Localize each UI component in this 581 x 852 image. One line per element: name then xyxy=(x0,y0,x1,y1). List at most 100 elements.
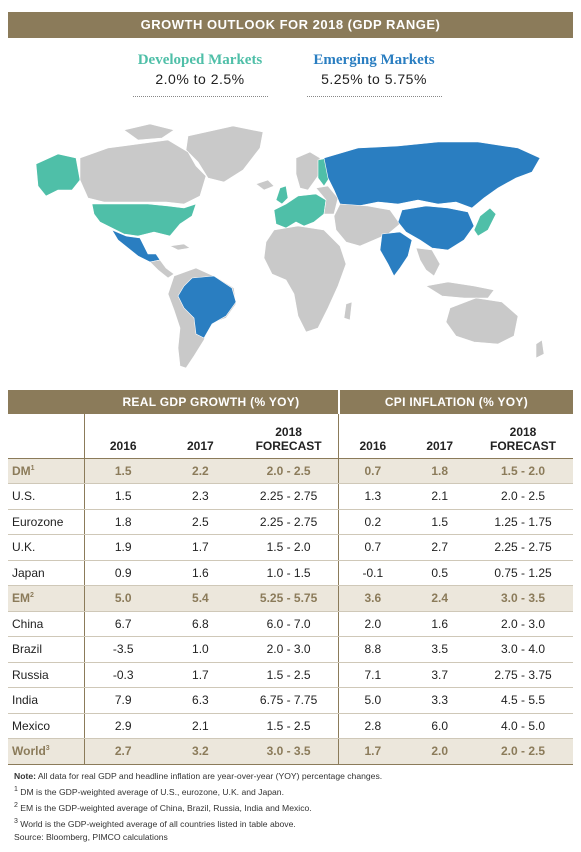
table-cell: 1.5 xyxy=(83,458,162,484)
table-cell: 2.0 - 2.5 xyxy=(238,458,339,484)
col-header: 2018 FORECAST xyxy=(238,414,339,459)
map-uk xyxy=(275,185,289,205)
row-label-text: Japan xyxy=(12,565,45,580)
col-header: 2017 xyxy=(406,414,473,459)
map-australia xyxy=(445,297,519,345)
table-cell: 2.0 - 3.0 xyxy=(238,636,339,663)
footnote-2: 2 EM is the GDP-weighted average of Chin… xyxy=(14,799,574,815)
map-central-america xyxy=(149,259,175,279)
emerging-markets-name: Emerging Markets xyxy=(313,52,435,68)
table-cell: 2.25 - 2.75 xyxy=(238,483,339,510)
table-cell: 3.0 - 3.5 xyxy=(473,585,573,612)
map-russia xyxy=(323,141,541,209)
map-india xyxy=(379,231,413,277)
table-cell: 2.1 xyxy=(406,483,473,510)
row-label-text: Eurozone xyxy=(12,514,64,529)
table-cell: 2.5 xyxy=(161,509,239,535)
table-cell: 1.5 xyxy=(83,483,162,510)
row-label-sup: 1 xyxy=(30,464,35,472)
world-map xyxy=(35,123,545,369)
data-table: REAL GDP GROWTH (% YOY) CPI INFLATION (%… xyxy=(8,390,573,765)
note-line: Note: All data for real GDP and headline… xyxy=(14,770,574,783)
emerging-markets-range: 5.25% to 5.75% xyxy=(321,71,427,87)
developed-markets-range: 2.0% to 2.5% xyxy=(155,71,245,87)
map-southeast-asia xyxy=(415,247,441,277)
table-cell: 2.0 xyxy=(338,611,407,637)
row-label: Russia xyxy=(8,662,84,688)
row-label: U.S. xyxy=(8,483,84,510)
table-row: Russia -0.3 1.7 1.5 - 2.5 7.1 3.7 2.75 - 3.75 xyxy=(8,662,573,688)
table-cell: 6.7 xyxy=(83,611,162,637)
row-label-text: Brazil xyxy=(12,642,43,657)
table-cell: 1.5 - 2.5 xyxy=(238,713,339,739)
table-row: Mexico 2.9 2.1 1.5 - 2.5 2.8 6.0 4.0 - 5.0 xyxy=(8,713,573,739)
table-cell: 3.7 xyxy=(406,662,473,688)
row-label: EM2 xyxy=(8,585,84,612)
table-cell: 6.8 xyxy=(161,611,239,637)
table-cell: 1.8 xyxy=(406,458,473,484)
table-cell: 0.2 xyxy=(338,509,407,535)
table-row: World3 2.7 3.2 3.0 - 3.5 1.7 2.0 2.0 - 2.5 xyxy=(8,738,573,765)
table-cell: 2.0 xyxy=(406,738,473,765)
table-row: Brazil -3.5 1.0 2.0 - 3.0 8.8 3.5 3.0 - 4.0 xyxy=(8,636,573,663)
map-canada xyxy=(79,139,207,205)
table-cell: 1.7 xyxy=(161,662,239,688)
table-cell: 6.75 - 7.75 xyxy=(238,687,339,714)
source-line: Source: Bloomberg, PIMCO calculations xyxy=(14,831,168,842)
table-row: DM1 1.5 2.2 2.0 - 2.5 0.7 1.8 1.5 - 2.0 xyxy=(8,458,573,484)
map-eurozone xyxy=(273,193,327,229)
footnote-1: 1 DM is the GDP-weighted average of U.S.… xyxy=(14,783,574,799)
map-iceland xyxy=(255,179,275,191)
table-cell: 1.7 xyxy=(161,534,239,561)
developed-markets-name: Developed Markets xyxy=(137,52,263,68)
map-madagascar xyxy=(343,301,353,321)
table-row: U.S. 1.5 2.3 2.25 - 2.75 1.3 2.1 2.0 - 2.5 xyxy=(8,483,573,510)
table-cell: 1.7 xyxy=(338,738,407,765)
table-cell: 2.7 xyxy=(83,738,162,765)
table-cell: 1.6 xyxy=(161,560,239,586)
row-label: Brazil xyxy=(8,636,84,663)
map-alaska xyxy=(35,153,81,197)
row-label-text: DM xyxy=(12,463,31,478)
table-cell: -0.3 xyxy=(83,662,162,688)
note-label: Note: xyxy=(14,771,36,781)
table-row: U.K. 1.9 1.7 1.5 - 2.0 0.7 2.7 2.25 - 2.75 xyxy=(8,534,573,561)
footnote-3: 3 World is the GDP-weighted average of a… xyxy=(14,815,574,831)
col-header: 2018 FORECAST xyxy=(473,414,573,459)
table-cell: 8.8 xyxy=(338,636,407,663)
footnote-3-text: World is the GDP-weighted average of all… xyxy=(20,818,296,829)
dotted-divider xyxy=(132,93,268,97)
table-cell: 4.5 - 5.5 xyxy=(473,687,573,714)
row-label: Eurozone xyxy=(8,509,84,535)
chart-title: GROWTH OUTLOOK FOR 2018 (GDP RANGE) xyxy=(8,12,573,38)
row-label-text: India xyxy=(12,693,39,708)
row-label-text: U.K. xyxy=(12,540,36,555)
table-cell: 3.3 xyxy=(406,687,473,714)
footnote-mark: 2 xyxy=(14,801,18,809)
table-cell: 7.9 xyxy=(83,687,162,714)
row-label: Mexico xyxy=(8,713,84,739)
row-label-text: China xyxy=(12,616,44,631)
table-cell: 2.7 xyxy=(406,534,473,561)
table-cell: 2.0 - 2.5 xyxy=(473,483,573,510)
table-cell: 1.5 - 2.5 xyxy=(238,662,339,688)
row-label-text: Russia xyxy=(12,667,49,682)
table-cell: 2.3 xyxy=(161,483,239,510)
table-cell: 0.9 xyxy=(83,560,162,586)
table-cell: 6.0 xyxy=(406,713,473,739)
table-cell: 2.9 xyxy=(83,713,162,739)
table-cell: 3.6 xyxy=(338,585,407,612)
table-row: Japan 0.9 1.6 1.0 - 1.5 -0.1 0.5 0.75 - 1.25 xyxy=(8,560,573,586)
row-label: DM1 xyxy=(8,458,84,484)
table-cell: 5.25 - 5.75 xyxy=(238,585,339,612)
notes: Note: All data for real GDP and headline… xyxy=(14,770,574,844)
table-row: EM2 5.0 5.4 5.25 - 5.75 3.6 2.4 3.0 - 3.5 xyxy=(8,585,573,612)
developed-markets-legend: Developed Markets 2.0% to 2.5% xyxy=(110,52,290,97)
table-cell: 2.8 xyxy=(338,713,407,739)
table-cell: 3.2 xyxy=(161,738,239,765)
table-cell: 2.75 - 3.75 xyxy=(473,662,573,688)
row-label-sup: 3 xyxy=(45,745,50,753)
map-canada-islands xyxy=(123,123,175,141)
table-cell: 6.3 xyxy=(161,687,239,714)
table-cell: 1.9 xyxy=(83,534,162,561)
